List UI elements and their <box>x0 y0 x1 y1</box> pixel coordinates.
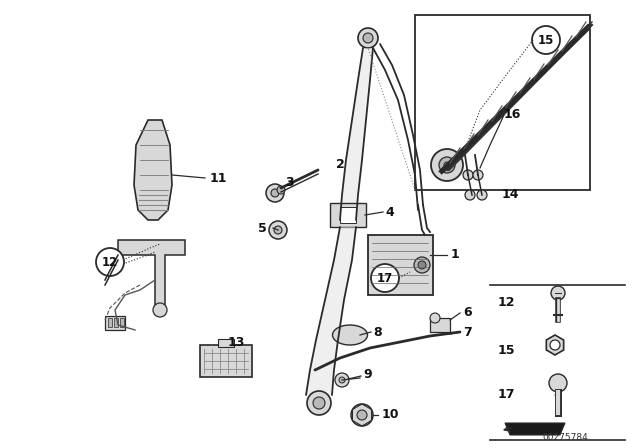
Text: 8: 8 <box>374 326 382 339</box>
Circle shape <box>532 26 560 54</box>
Text: 1: 1 <box>451 249 460 262</box>
Circle shape <box>463 170 473 180</box>
Text: 14: 14 <box>501 189 519 202</box>
Polygon shape <box>134 120 172 220</box>
Text: 12: 12 <box>102 255 118 268</box>
Circle shape <box>371 264 399 292</box>
Bar <box>368 235 433 295</box>
Text: 15: 15 <box>498 344 515 357</box>
Circle shape <box>339 377 345 383</box>
Circle shape <box>335 373 349 387</box>
Circle shape <box>358 28 378 48</box>
Text: 17: 17 <box>498 388 515 401</box>
Text: 11: 11 <box>209 172 227 185</box>
Circle shape <box>477 190 487 200</box>
Bar <box>108 318 112 327</box>
Circle shape <box>277 186 285 194</box>
Text: 16: 16 <box>503 108 521 121</box>
Text: 13: 13 <box>227 336 244 349</box>
Bar <box>120 318 124 327</box>
Text: 6: 6 <box>464 306 472 319</box>
Bar <box>330 203 366 227</box>
Circle shape <box>153 303 167 317</box>
Text: 4: 4 <box>386 206 394 219</box>
Text: 9: 9 <box>364 367 372 380</box>
Bar <box>200 345 252 377</box>
Circle shape <box>269 221 287 239</box>
Text: 7: 7 <box>463 326 472 339</box>
Circle shape <box>444 162 450 168</box>
Circle shape <box>271 189 279 197</box>
Circle shape <box>96 248 124 276</box>
Circle shape <box>418 261 426 269</box>
Text: 15: 15 <box>538 34 554 47</box>
Text: 17: 17 <box>377 271 393 284</box>
Polygon shape <box>547 335 564 355</box>
Text: 12: 12 <box>498 297 515 310</box>
Circle shape <box>363 33 373 43</box>
Text: 10: 10 <box>381 409 399 422</box>
Circle shape <box>430 313 440 323</box>
Circle shape <box>313 397 325 409</box>
Text: 3: 3 <box>285 176 294 189</box>
Circle shape <box>351 404 373 426</box>
Ellipse shape <box>333 325 367 345</box>
Polygon shape <box>306 227 356 395</box>
Circle shape <box>431 149 463 181</box>
Bar <box>105 316 125 330</box>
Bar <box>218 339 234 347</box>
Circle shape <box>551 286 565 300</box>
Polygon shape <box>505 423 565 435</box>
Circle shape <box>266 184 284 202</box>
Bar <box>340 207 356 223</box>
Circle shape <box>357 410 367 420</box>
Polygon shape <box>118 240 185 310</box>
Circle shape <box>473 170 483 180</box>
Bar <box>114 318 118 327</box>
Circle shape <box>274 226 282 234</box>
Bar <box>415 15 590 190</box>
Text: 2: 2 <box>335 159 344 172</box>
Circle shape <box>414 257 430 273</box>
Circle shape <box>549 374 567 392</box>
Text: 5: 5 <box>258 221 266 234</box>
Circle shape <box>555 392 561 398</box>
Bar <box>430 318 450 332</box>
Text: 00275784: 00275784 <box>542 434 588 443</box>
Polygon shape <box>340 48 373 220</box>
Circle shape <box>439 157 455 173</box>
Circle shape <box>465 190 475 200</box>
Circle shape <box>550 340 560 350</box>
Circle shape <box>307 391 331 415</box>
